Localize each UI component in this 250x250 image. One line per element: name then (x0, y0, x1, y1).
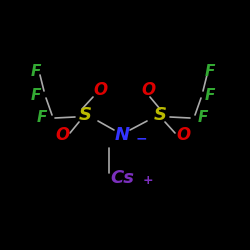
Text: O: O (176, 126, 190, 144)
Text: F: F (37, 110, 47, 126)
Text: −: − (135, 131, 147, 145)
Text: F: F (31, 64, 41, 80)
Text: S: S (78, 106, 92, 124)
Text: O: O (55, 126, 69, 144)
Text: F: F (31, 88, 41, 102)
Text: S: S (154, 106, 166, 124)
Text: O: O (141, 81, 155, 99)
Text: F: F (205, 88, 215, 102)
Text: Cs: Cs (110, 169, 134, 187)
Text: N: N (114, 126, 130, 144)
Text: O: O (93, 81, 107, 99)
Text: +: + (143, 174, 153, 188)
Text: F: F (198, 110, 208, 126)
Text: F: F (205, 64, 215, 80)
